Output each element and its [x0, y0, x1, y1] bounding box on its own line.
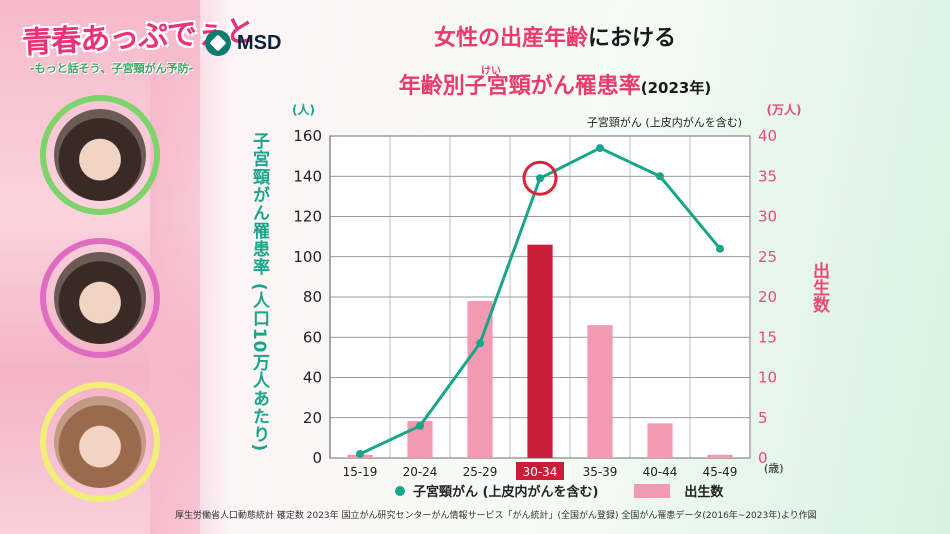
chart-title-line1: 女性の出産年齢における	[340, 20, 770, 52]
green-arrow-ring-icon	[40, 95, 160, 215]
show-logo: 青春あっぷでぇと -もっと話そう、子宮頸がん予防-	[21, 10, 255, 80]
pink-arrow-ring-icon	[40, 238, 160, 358]
combo-chart: 0 20 40 60 80 100 120 140 160 0 5 10 15 20 25 30 35 40 15-…	[292, 102, 802, 480]
right-tick-label: 15	[758, 328, 777, 346]
line-series	[356, 144, 724, 458]
legend-bar-label: 出生数	[684, 485, 724, 500]
right-tick-label: 40	[758, 127, 777, 145]
left-tick-label: 20	[303, 409, 322, 427]
right-tick-label: 35	[758, 167, 777, 185]
left-axis-title: 子宮頸がん罹患率 (人口10万人あたり)	[249, 132, 269, 453]
participant-2	[40, 238, 160, 358]
title-furigana: けい	[481, 66, 501, 77]
bar	[587, 325, 613, 458]
highlight-circle	[522, 160, 558, 196]
legend-line-label: 子宮頸がん (上皮内がんを含む)	[413, 485, 599, 500]
x-tick-label: 45-49	[703, 465, 738, 479]
left-tick-label: 80	[303, 288, 322, 306]
participant-photo	[54, 109, 146, 201]
bar	[707, 454, 733, 458]
yellow-arrow-ring-icon	[40, 382, 160, 502]
bar	[527, 244, 553, 458]
participant-photo	[54, 252, 146, 344]
left-tick-label: 0	[312, 449, 322, 467]
msd-mark-icon	[205, 30, 231, 56]
line-point	[596, 144, 604, 153]
line-point	[356, 449, 364, 458]
legend-line-marker-icon	[395, 485, 405, 496]
left-tick-label: 40	[303, 369, 322, 387]
x-tick-label: 30-34	[523, 465, 558, 479]
participant-1	[40, 95, 160, 215]
left-tick-label: 60	[303, 328, 322, 346]
participant-3	[40, 382, 160, 502]
bar	[467, 301, 493, 458]
brush-stroke	[150, 0, 230, 534]
left-axis-unit: (人)	[292, 102, 315, 117]
left-tick-label: 100	[293, 248, 322, 266]
tick-labels: 0 20 40 60 80 100 120 140 160 0 5 10 15 20 25 30 35 40 15-…	[293, 127, 777, 480]
participant-photo	[54, 396, 146, 488]
sponsor-name: MSD	[237, 31, 282, 54]
left-tick-label: 160	[293, 127, 322, 145]
title-line1-dark: における	[588, 26, 677, 51]
line-point	[416, 421, 424, 430]
title-line2-pink: 年齢別子宮頸がん罹患率	[398, 74, 641, 99]
left-tick-label: 120	[293, 208, 322, 226]
right-tick-label: 10	[758, 369, 777, 387]
line-point	[656, 172, 664, 181]
source-note: 厚生労働省人口動態統計 確定数 2023年 国立がん研究センターがん情報サービス…	[175, 511, 817, 521]
highlight-tick-bg	[516, 462, 564, 480]
left-tick-label: 140	[293, 167, 322, 185]
chart-title: 女性の出産年齢における 年齢別子宮頸がん罹患率(2023年)	[340, 20, 770, 100]
x-tick-label: 40-44	[643, 465, 678, 479]
line-point	[536, 174, 544, 183]
right-tick-label: 30	[758, 208, 777, 226]
right-axis-title: 出生数	[809, 262, 829, 313]
line-point	[476, 339, 484, 348]
x-tick-label: 25-29	[463, 465, 498, 479]
x-axis-unit: (歳)	[764, 462, 784, 475]
right-tick-label: 25	[758, 248, 777, 266]
show-subtitle: -もっと話そう、子宮頸がん予防-	[30, 62, 194, 75]
title-line1-pink: 女性の出産年齢	[433, 26, 588, 51]
right-series-title: 子宮頸がん (上皮内がんを含む)	[587, 115, 742, 129]
x-tick-label: 35-39	[583, 465, 618, 479]
line-point	[716, 244, 724, 253]
right-tick-label: 0	[758, 449, 768, 467]
legend-bar-swatch-icon	[634, 483, 671, 498]
x-tick-label: 20-24	[403, 465, 438, 479]
title-line2-dark: (2023年)	[640, 79, 712, 97]
x-tick-label: 15-19	[343, 465, 378, 479]
right-axis-unit: (万人)	[767, 102, 802, 117]
chart-legend: 子宮頸がん (上皮内がんを含む) 出生数	[395, 481, 723, 500]
bar	[647, 423, 673, 458]
chart-title-line2: 年齢別子宮頸がん罹患率(2023年)	[340, 68, 770, 100]
right-tick-label: 5	[758, 409, 768, 427]
sponsor-logo: MSD	[205, 30, 281, 56]
right-tick-label: 20	[758, 288, 777, 306]
